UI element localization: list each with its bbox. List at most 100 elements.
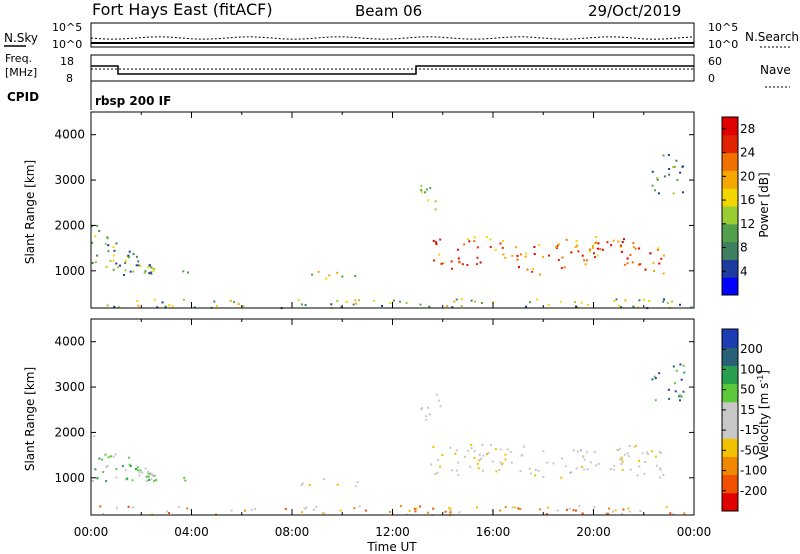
- echo-cell: [460, 305, 463, 308]
- echo-cell: [442, 262, 445, 265]
- echo-cell: [98, 457, 101, 460]
- echo-cell: [651, 450, 654, 453]
- echo-cell: [513, 506, 516, 509]
- echo-cell: [596, 247, 599, 250]
- echo-cell: [147, 475, 150, 478]
- echo-cell: [679, 171, 682, 174]
- nave-label: Nave: [760, 63, 791, 77]
- echo-cell: [439, 465, 442, 468]
- echo-cell: [662, 154, 665, 157]
- echo-cell: [381, 305, 383, 307]
- echo-cell: [669, 512, 672, 515]
- echo-cell: [499, 509, 502, 512]
- echo-cell: [354, 299, 357, 302]
- echo-cell: [244, 509, 246, 512]
- echo-cell: [555, 246, 558, 249]
- echo-cell: [428, 305, 431, 308]
- echo-cell: [301, 482, 304, 485]
- echo-cell: [534, 469, 537, 471]
- echo-cell: [135, 468, 137, 470]
- echo-cell: [476, 246, 479, 249]
- echo-cell: [473, 240, 476, 243]
- echo-cell: [666, 302, 669, 305]
- echo-cell: [659, 468, 662, 471]
- echo-cell: [101, 458, 104, 461]
- echo-cell: [628, 445, 631, 447]
- colorbar-tick-label: -50: [740, 443, 760, 457]
- echo-cell: [353, 507, 356, 510]
- echo-cell: [467, 449, 470, 452]
- echo-cell: [586, 468, 589, 471]
- echo-cell: [643, 472, 646, 475]
- echo-cell: [576, 450, 579, 453]
- echo-cell: [373, 299, 376, 302]
- echo-cell: [99, 505, 102, 508]
- echo-cell: [438, 399, 441, 402]
- echo-cell: [355, 302, 358, 305]
- echo-cell: [538, 244, 541, 247]
- echo-cell: [475, 263, 478, 266]
- echo-cell: [623, 263, 626, 266]
- echo-cell: [135, 264, 138, 267]
- echo-cell: [414, 510, 417, 513]
- colorbar-frame: [721, 328, 739, 512]
- echo-cell: [662, 474, 665, 476]
- echo-cell: [612, 510, 614, 513]
- echo-cell: [595, 236, 598, 238]
- echo-cell: [439, 405, 442, 408]
- echo-cell: [303, 507, 306, 510]
- echo-cell: [439, 238, 442, 241]
- echo-cell: [435, 243, 438, 245]
- echo-cell: [574, 301, 576, 304]
- echo-cell: [102, 471, 105, 473]
- date-title: 29/Oct/2019: [588, 2, 681, 20]
- x-tick-label: 16:00: [476, 525, 511, 539]
- echo-cell: [490, 444, 492, 447]
- echo-cell: [323, 512, 326, 515]
- echo-cell: [482, 469, 484, 472]
- echo-cell: [450, 260, 453, 263]
- colorbar-tick-label: 100: [740, 362, 763, 376]
- echo-cell: [660, 451, 662, 454]
- velocity-panel-frame: [90, 318, 695, 516]
- echo-cell: [516, 254, 519, 257]
- echo-cell: [446, 305, 449, 307]
- echo-cell: [193, 306, 196, 309]
- echo-cell: [606, 241, 609, 244]
- echo-cell: [542, 475, 545, 478]
- echo-cell: [148, 264, 151, 267]
- echo-cell: [144, 270, 147, 273]
- echo-cell: [473, 450, 476, 453]
- echo-cell: [115, 262, 118, 265]
- y-tick-label: 3000: [54, 173, 85, 187]
- echo-cell: [628, 510, 631, 513]
- echo-cell: [105, 480, 108, 483]
- echo-cell: [591, 246, 594, 249]
- echo-cell: [113, 249, 116, 252]
- echo-cell: [470, 447, 473, 450]
- echo-cell: [594, 256, 596, 259]
- echo-cell: [150, 473, 153, 476]
- echo-cell: [112, 246, 115, 248]
- echo-cell: [354, 275, 357, 277]
- echo-cell: [389, 510, 392, 513]
- echo-cell: [629, 254, 632, 256]
- echo-cell: [680, 395, 683, 398]
- echo-cell: [215, 304, 218, 307]
- echo-cell: [325, 277, 328, 280]
- echo-cell: [424, 191, 426, 194]
- echo-cell: [107, 456, 110, 459]
- echo-cell: [569, 471, 571, 474]
- echo-cell: [601, 248, 604, 251]
- echo-cell: [186, 507, 189, 510]
- echo-cell: [585, 451, 588, 454]
- echo-cell: [94, 261, 97, 264]
- echo-cell: [626, 257, 629, 260]
- echo-cell: [330, 303, 333, 306]
- echo-cell: [94, 235, 97, 238]
- echo-cell: [473, 236, 476, 239]
- echo-cell: [336, 271, 339, 274]
- echo-cell: [91, 261, 94, 264]
- echo-cell: [489, 238, 492, 241]
- echo-cell: [112, 259, 115, 262]
